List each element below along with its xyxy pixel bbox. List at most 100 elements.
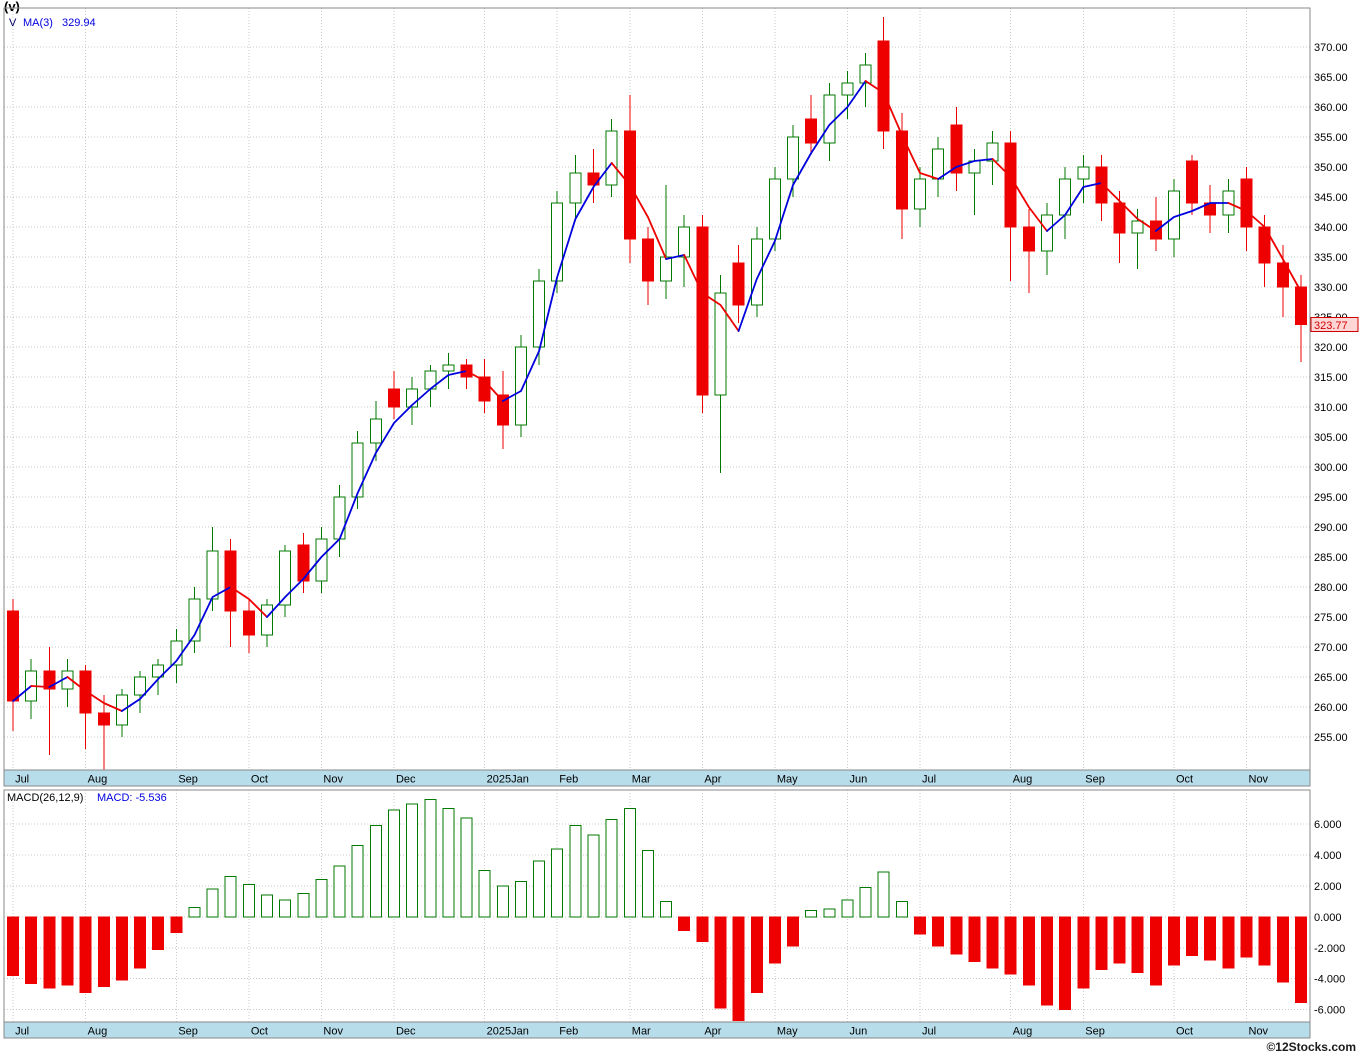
macd-bar-negative [1077,916,1090,989]
month-label: Apr [704,774,721,786]
price-tick-label: 350.00 [1314,162,1348,174]
month-label: Nov [1249,774,1269,786]
macd-panel: 6.000 4.000 2.000 0.000 -2.000 -4.000 -6.000 J… [3,789,1345,1039]
macd-bar-positive [641,849,654,918]
month-label: Feb [559,1026,578,1038]
month-label: Jun [849,1026,867,1038]
ma-segment [66,676,123,712]
macd-bar-positive [877,871,890,918]
candle-up [134,676,147,696]
ma-segment [12,685,33,702]
ma-segment [991,158,1048,232]
macd-bar-positive [369,825,382,918]
candle-up [1077,166,1090,180]
month-label: Sep [178,1026,198,1038]
candle-up [678,226,691,258]
macd-bar-negative [25,916,38,984]
candle-up [152,664,165,678]
macd-bar-negative [1059,916,1072,1011]
month-label: Mar [632,1026,651,1038]
price-tick-label: 260.00 [1314,702,1348,714]
macd-bar-positive [424,798,437,918]
price-tick-label: 295.00 [1314,492,1348,504]
macd-bar-positive [859,886,872,918]
price-tick-label: 305.00 [1314,432,1348,444]
ma-segment [266,370,468,618]
month-label: Oct [251,774,268,786]
price-gridlines [4,8,1310,770]
macd-bar-negative [1294,916,1307,1003]
price-tick-label: 360.00 [1314,102,1348,114]
macd-bar-negative [986,916,999,969]
candle-up [551,202,564,282]
macd-bar-positive [514,880,527,918]
candle-down [387,388,400,408]
candle-up [369,418,382,444]
candle-down [1294,286,1307,325]
price-tick-label: 320.00 [1314,342,1348,354]
macd-bar-positive [261,894,274,918]
price-tick-label: 370.00 [1314,42,1348,54]
macd-bar-negative [97,916,110,987]
candle-up [605,130,618,186]
month-axis-strip [3,1021,1311,1039]
macd-bar-negative [1113,916,1126,964]
month-label: Aug [1013,774,1033,786]
macd-bar-negative [1167,916,1180,966]
price-tick-label: 330.00 [1314,282,1348,294]
month-label: Nov [1249,1026,1269,1038]
price-tick-label: 285.00 [1314,552,1348,564]
month-label: Oct [251,1026,268,1038]
candle-up [533,280,546,348]
month-label: 2025Jan [487,774,529,786]
ma-segment [229,586,268,618]
candle-up [914,178,927,210]
macd-plot-frame [3,789,1311,1023]
macd-bar-negative [678,916,691,932]
ma-segment [864,80,940,180]
candle-up [569,172,582,204]
candle-up [188,598,201,642]
macd-tick-label: 0.000 [1314,912,1342,924]
month-label: Jul [15,774,29,786]
candle-down [478,376,491,402]
macd-bar-negative [1258,916,1271,966]
candle-up [442,364,455,372]
price-tick-label: 355.00 [1314,132,1348,144]
macd-bar-negative [1222,916,1235,969]
macd-bar-negative [732,916,745,1021]
macd-tick-label: 2.000 [1314,881,1342,893]
macd-bar-negative [152,916,165,950]
macd-bar-negative [932,916,945,947]
ma-segment [1227,202,1302,293]
candle-up [660,256,673,282]
price-tick-label: 290.00 [1314,522,1348,534]
macd-tick-label: 4.000 [1314,850,1342,862]
candle-down [1276,262,1289,288]
moving-average-line [12,80,1302,712]
ma-segment [501,162,613,402]
candle-up [206,550,219,600]
candle-up [932,148,945,180]
last-price-badge: 323.77 [1310,316,1359,332]
candle-up [986,142,999,162]
macd-bar-negative [714,916,727,1009]
macd-bar-positive [551,848,564,918]
last-price-label: 323.77 [1314,320,1348,332]
macd-bar-positive [442,808,455,918]
macd-bar-positive [297,893,310,918]
macd-bar-positive [805,910,818,918]
ma-segment [1046,182,1103,232]
candle-down [1022,226,1035,252]
macd-bar-negative [134,916,147,969]
last-price-badge-bg [1310,316,1359,332]
ma-segment [610,162,667,260]
macd-bar-positive [406,803,419,918]
macd-bar-negative [170,916,183,933]
candle-down [242,610,255,636]
macd-indicator-value: MACD: -5.536 [97,792,167,804]
month-label: 2025Jan [487,1026,529,1038]
macd-bar-positive [315,879,328,918]
macd-tick-label: -4.000 [1314,974,1345,986]
macd-bar-positive [242,883,255,918]
